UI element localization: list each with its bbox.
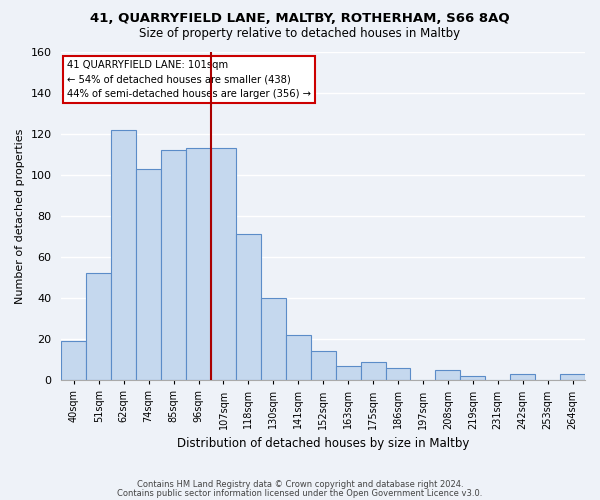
Bar [86, 274, 111, 380]
Text: Contains HM Land Registry data © Crown copyright and database right 2024.: Contains HM Land Registry data © Crown c… [137, 480, 463, 489]
Bar [261, 298, 286, 380]
Bar [161, 150, 186, 380]
Bar [286, 335, 311, 380]
Text: Size of property relative to detached houses in Maltby: Size of property relative to detached ho… [139, 28, 461, 40]
Y-axis label: Number of detached properties: Number of detached properties [15, 128, 25, 304]
Bar [361, 362, 386, 380]
Bar [211, 148, 236, 380]
Bar [386, 368, 410, 380]
Bar [335, 366, 361, 380]
Bar [61, 341, 86, 380]
Text: 41 QUARRYFIELD LANE: 101sqm
← 54% of detached houses are smaller (438)
44% of se: 41 QUARRYFIELD LANE: 101sqm ← 54% of det… [67, 60, 311, 98]
Bar [111, 130, 136, 380]
Bar [460, 376, 485, 380]
X-axis label: Distribution of detached houses by size in Maltby: Distribution of detached houses by size … [177, 437, 469, 450]
Text: 41, QUARRYFIELD LANE, MALTBY, ROTHERHAM, S66 8AQ: 41, QUARRYFIELD LANE, MALTBY, ROTHERHAM,… [90, 12, 510, 26]
Bar [560, 374, 585, 380]
Bar [236, 234, 261, 380]
Bar [186, 148, 211, 380]
Text: Contains public sector information licensed under the Open Government Licence v3: Contains public sector information licen… [118, 489, 482, 498]
Bar [136, 168, 161, 380]
Bar [510, 374, 535, 380]
Bar [311, 352, 335, 380]
Bar [436, 370, 460, 380]
